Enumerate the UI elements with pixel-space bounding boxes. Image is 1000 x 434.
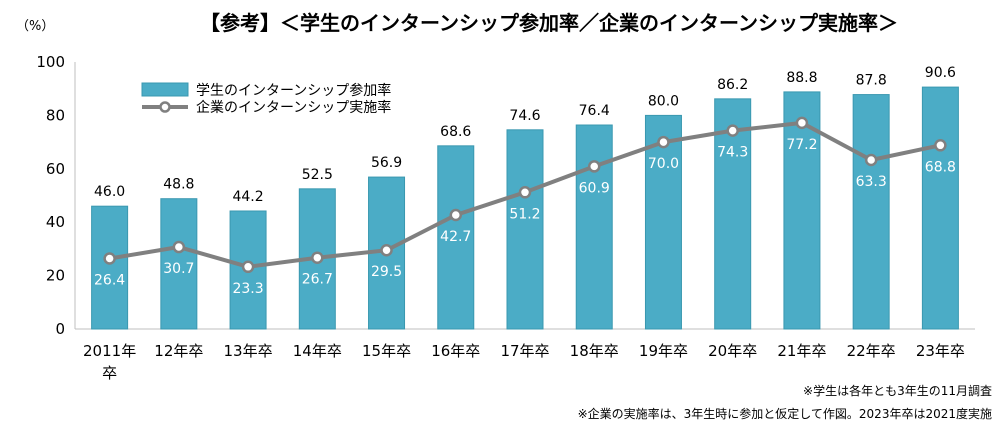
x-category-label: 19年卒 — [639, 342, 688, 360]
bar-value-label: 74.6 — [509, 108, 540, 124]
line-point — [795, 116, 809, 130]
x-category-label: 18年卒 — [570, 342, 619, 360]
bar-value-label: 52.5 — [302, 167, 333, 183]
bar — [575, 124, 613, 330]
line-point — [657, 135, 670, 149]
bar — [160, 198, 198, 330]
line-value-label: 26.4 — [94, 273, 125, 289]
bar-value-label: 44.2 — [232, 189, 263, 205]
line-point — [726, 124, 739, 137]
line-point — [311, 251, 324, 264]
x-category-label: 13年卒 — [224, 342, 273, 360]
x-category-label: 17年卒 — [500, 342, 549, 360]
y-tick-label: 80 — [46, 106, 65, 124]
line-value-label: 68.8 — [925, 159, 956, 175]
bar — [921, 86, 959, 330]
bar-value-label: 90.6 — [925, 65, 956, 81]
bar-value-label: 68.6 — [440, 124, 471, 140]
line-point — [518, 186, 532, 199]
y-tick-label: 40 — [46, 213, 65, 231]
line-value-label: 63.3 — [856, 174, 887, 190]
bar-value-label: 87.8 — [856, 73, 887, 89]
line-value-label: 30.7 — [163, 261, 194, 277]
data-labels: 46.0 48.8 44.2 52.5 56.9 68.6 74.6 76.4 80.0 86.2… — [94, 65, 956, 297]
line-point — [241, 260, 255, 274]
bar-value-label: 86.2 — [717, 77, 748, 93]
bar-value-label: 56.9 — [371, 155, 402, 171]
line-value-label: 26.7 — [302, 272, 333, 288]
x-category-label-wrap: 卒 — [102, 364, 117, 382]
line-series — [103, 116, 947, 274]
bar — [229, 210, 267, 330]
bar — [506, 129, 544, 330]
line-value-label: 70.0 — [648, 156, 679, 172]
bar-value-label: 80.0 — [648, 93, 679, 109]
line-point — [380, 243, 393, 257]
x-category-label: 15年卒 — [362, 342, 411, 360]
line-point — [587, 160, 601, 173]
x-category-label: 21年卒 — [777, 342, 826, 360]
line-point — [103, 252, 116, 265]
legend-line-marker — [159, 101, 171, 113]
y-tick-label: 0 — [55, 320, 65, 338]
x-category-label: 23年卒 — [916, 342, 965, 360]
bar-value-label: 76.4 — [579, 103, 610, 119]
line-point — [864, 153, 878, 167]
line-point — [172, 240, 186, 254]
y-tick-label: 60 — [46, 160, 65, 178]
x-category-label: 20年卒 — [708, 342, 757, 360]
legend-bar-swatch — [141, 82, 189, 97]
note-1: ※学生は各年とも3年生の11月調査 — [803, 383, 992, 398]
bar — [644, 114, 682, 330]
line-point — [449, 208, 463, 222]
chart-title: 【参考】＜学生のインターンシップ参加率／企業のインターンシップ実施率＞ — [200, 11, 898, 35]
line-value-label: 42.7 — [440, 229, 471, 245]
legend-bar-label: 学生のインターンシップ参加率 — [196, 82, 391, 99]
line-value-label: 51.2 — [509, 206, 540, 222]
line-value-label: 23.3 — [232, 281, 263, 297]
line-value-label: 60.9 — [579, 180, 610, 196]
bar — [852, 94, 890, 330]
x-category-label: 2011年 — [83, 342, 136, 360]
line-value-label: 77.2 — [786, 137, 817, 153]
y-axis-unit: （%） — [16, 19, 54, 34]
bar — [91, 205, 129, 330]
bar-value-label: 46.0 — [94, 184, 125, 200]
bar-value-label: 88.8 — [786, 70, 817, 86]
bar — [714, 98, 752, 330]
x-category-label: 14年卒 — [293, 342, 342, 360]
bar-value-label: 48.8 — [163, 177, 194, 193]
note-2: ※企業の実施率は、3年生時に参加と仮定して作図。2023年卒は2021度実施 — [578, 406, 992, 421]
x-category-label: 12年卒 — [154, 342, 203, 360]
x-category-label: 22年卒 — [847, 342, 896, 360]
line-value-label: 29.5 — [371, 264, 402, 280]
legend-line-label: 企業のインターンシップ実施率 — [196, 99, 391, 116]
y-tick-label: 100 — [36, 53, 65, 71]
bar — [437, 145, 475, 330]
bar-series — [91, 86, 959, 330]
y-tick-label: 20 — [46, 267, 65, 285]
line-point — [934, 139, 947, 152]
x-category-label: 16年卒 — [431, 342, 480, 360]
line-value-label: 74.3 — [717, 145, 748, 161]
